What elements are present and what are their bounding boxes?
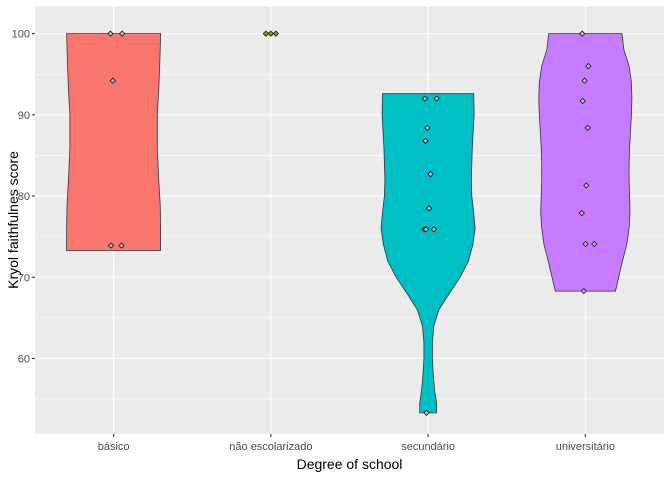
violin-3	[538, 33, 633, 292]
data-point	[579, 97, 586, 105]
y-axis-title: Kryol faithfulnes score	[5, 151, 21, 289]
data-point	[591, 240, 598, 248]
data-point	[422, 137, 429, 144]
y-tick-label: 70	[18, 272, 30, 284]
data-point	[433, 95, 440, 102]
x-tick-label: universitário	[556, 441, 615, 453]
data-point	[578, 210, 585, 217]
y-tick-label: 80	[18, 191, 30, 203]
data-point	[584, 124, 591, 131]
data-point	[107, 242, 115, 249]
data-point	[430, 226, 437, 233]
x-tick-label: não escolarizado	[229, 441, 312, 453]
y-tick-label: 90	[18, 110, 30, 122]
data-point	[583, 182, 590, 189]
data-point	[425, 205, 433, 212]
data-point	[272, 30, 279, 37]
violins	[66, 33, 633, 414]
data-point	[422, 226, 430, 233]
data-point	[107, 30, 114, 37]
data-point	[262, 30, 269, 37]
y-tick-label: 60	[18, 353, 30, 365]
y-tick-label: 100	[12, 29, 30, 41]
data-point	[585, 63, 592, 70]
data-point	[581, 77, 588, 84]
x-tick-label: secundário	[401, 441, 455, 453]
data-point	[421, 95, 429, 102]
axes: 60 70 80 90 100 básico não escolarizado secundá…	[12, 29, 615, 453]
data-point	[118, 242, 125, 249]
data-point	[423, 409, 430, 416]
data-point	[119, 30, 126, 37]
violin-0	[66, 33, 162, 251]
data-point	[582, 240, 589, 248]
data-point	[427, 171, 434, 178]
data-point	[109, 77, 116, 84]
data-point	[580, 287, 587, 295]
data-point	[579, 30, 586, 37]
data-point	[424, 124, 431, 131]
data-point	[267, 30, 274, 37]
violin-2	[380, 93, 476, 414]
x-tick-label: básico	[98, 441, 130, 453]
x-axis-title: Degree of school	[297, 456, 403, 472]
data-points	[107, 30, 598, 416]
